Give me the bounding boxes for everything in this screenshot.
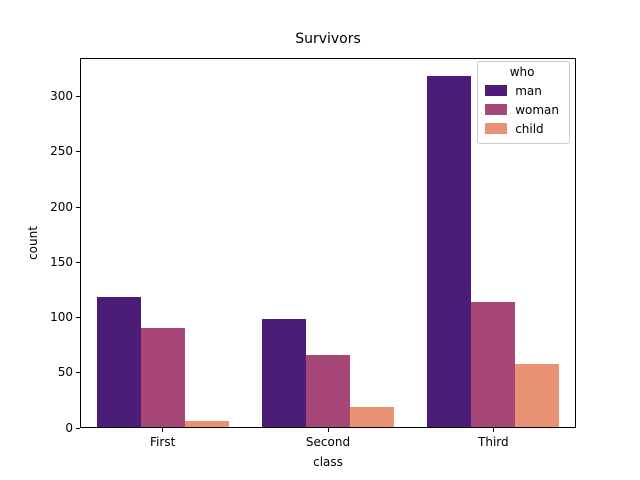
plot-area: 0 50 100 150 200 250 300 First Second Third who …	[50, 58, 576, 469]
x-tick-label: Third	[478, 435, 509, 449]
y-tick-label: 150	[50, 254, 73, 269]
legend-label-man: man	[515, 83, 542, 98]
bar-woman-first	[140, 327, 185, 428]
y-tick-mark	[76, 427, 80, 429]
y-tick-mark	[76, 206, 80, 208]
x-tick-mark	[492, 428, 494, 432]
bar-man-third	[427, 75, 472, 428]
bar-child-third	[515, 363, 560, 428]
legend-items: man woman child	[485, 81, 559, 138]
bar-child-second	[350, 407, 395, 428]
x-tick-label: Second	[305, 435, 351, 449]
y-tick-mark	[76, 151, 80, 153]
y-tick-label: 0	[65, 420, 73, 435]
legend-item-woman: woman	[485, 100, 559, 119]
x-tick-label: First	[150, 435, 176, 449]
y-tick-mark	[76, 317, 80, 319]
bar-woman-second	[305, 355, 351, 428]
x-tick-mark	[327, 428, 329, 432]
bar-woman-third	[471, 302, 516, 428]
y-tick-mark	[76, 372, 80, 374]
chart-title: Survivors	[295, 31, 361, 47]
y-tick-label: 50	[57, 365, 73, 380]
bar-man-first	[96, 296, 141, 428]
legend-swatch-man	[485, 85, 508, 96]
x-axis-label: class	[313, 455, 343, 469]
bar-man-second	[261, 318, 306, 428]
legend-item-man: man	[485, 81, 559, 100]
y-tick-mark	[76, 261, 80, 263]
y-tick-mark	[76, 96, 80, 98]
y-tick-label: 100	[50, 310, 73, 325]
x-tick-mark	[162, 428, 164, 432]
y-tick-label: 300	[50, 89, 73, 104]
bar-child-first	[184, 421, 229, 428]
y-tick-label: 250	[50, 144, 73, 159]
legend-item-child: child	[485, 119, 559, 138]
legend-title: who	[509, 65, 535, 79]
legend-swatch-child	[485, 123, 508, 134]
legend-label-child: child	[515, 121, 544, 136]
legend-swatch-woman	[485, 104, 508, 115]
legend: who man woman child	[477, 61, 570, 144]
y-tick-label: 200	[50, 199, 73, 214]
legend-label-woman: woman	[515, 102, 559, 117]
